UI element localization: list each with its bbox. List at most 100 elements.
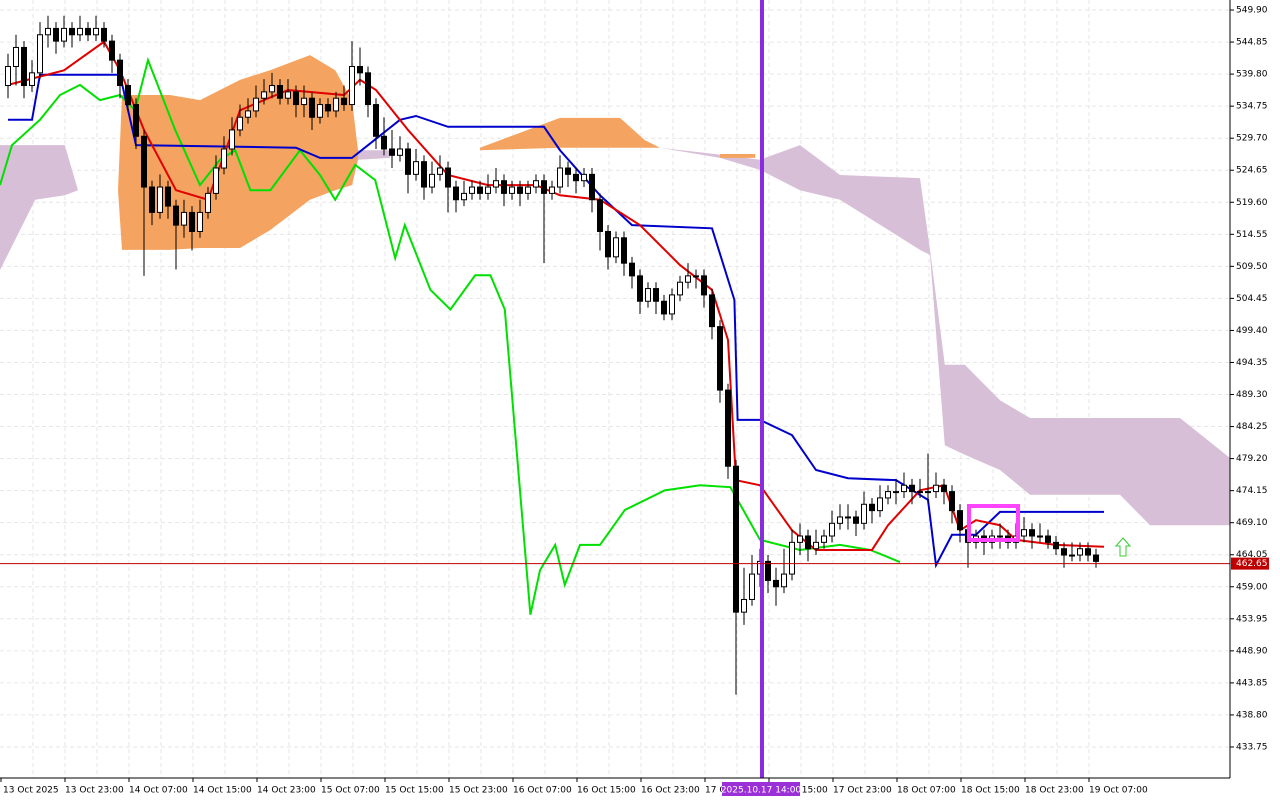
price-label: 462.65 <box>1236 559 1268 569</box>
candle-body <box>685 275 691 283</box>
indicator-line <box>7 40 1105 551</box>
candle-body <box>949 491 955 512</box>
candle-body <box>893 491 899 494</box>
candle-body <box>845 516 851 519</box>
candle-body <box>517 186 523 194</box>
candle-body <box>397 148 403 156</box>
candle-body <box>149 186 155 213</box>
candle-body <box>533 180 539 188</box>
indicator-line <box>0 56 901 615</box>
cursor-label-box <box>722 782 800 796</box>
candle-body <box>789 541 795 575</box>
candle-body <box>237 116 243 131</box>
candle-body <box>781 573 787 588</box>
y-tick-label: 443.85 <box>1236 678 1268 688</box>
candle-body <box>869 503 875 512</box>
x-tick-label: 15 Oct 15:00 <box>385 786 444 796</box>
candle-body <box>581 173 587 182</box>
candle-body <box>29 72 35 87</box>
candle-body <box>445 167 451 188</box>
y-tick-label: 479.20 <box>1236 454 1268 464</box>
up-arrow <box>1114 537 1132 557</box>
candle-body <box>221 148 227 169</box>
y-tick-label: 469.10 <box>1236 518 1268 528</box>
indicator-line <box>8 73 1104 569</box>
candle-body <box>349 65 355 106</box>
x-tick-label: 16 Oct 07:00 <box>513 786 572 796</box>
candle-body <box>301 97 307 106</box>
x-tick-label: 18 Oct 07:00 <box>897 786 956 796</box>
y-tick-label: 544.85 <box>1236 38 1268 48</box>
candle-body <box>389 148 395 156</box>
y-tick-label: 453.95 <box>1236 614 1268 624</box>
candle-body <box>493 180 499 188</box>
candle-body <box>1061 548 1067 556</box>
candle-body <box>1093 554 1099 562</box>
candle-body <box>93 27 99 36</box>
x-tick-label: 15 Oct 23:00 <box>449 786 508 796</box>
candle-body <box>885 491 891 499</box>
x-tick-label: 18 Oct 15:00 <box>961 786 1020 796</box>
axis-labels: 549.90 544.85 539.80 534.75 529.70 524.65 519.… <box>0 6 1268 796</box>
candle-body <box>285 91 291 99</box>
candle-body <box>597 199 603 232</box>
y-tick-label: 499.40 <box>1236 326 1268 336</box>
candle-body <box>613 237 619 258</box>
candle-body <box>165 186 171 207</box>
x-tick-label: 15 Oct 07:00 <box>321 786 380 796</box>
candle-body <box>453 186 459 201</box>
candle-body <box>485 186 491 194</box>
candle-body <box>197 211 203 232</box>
candle-body <box>997 535 1003 538</box>
candle-body <box>469 186 475 194</box>
price-line: 462.65 <box>0 557 1269 570</box>
candle-body <box>437 167 443 175</box>
candle-body <box>405 148 411 175</box>
x-tick-label: 13 Oct 2025 <box>3 786 59 796</box>
candle-body <box>653 288 659 302</box>
candle-body <box>549 186 555 194</box>
candle-body <box>813 541 819 550</box>
candle-body <box>85 27 91 36</box>
y-tick-label: 524.65 <box>1236 166 1268 176</box>
candle-body <box>733 465 739 613</box>
price-label-box <box>1231 557 1269 570</box>
candle-body <box>309 97 315 118</box>
candle-body <box>765 560 771 581</box>
y-tick-label: 534.75 <box>1236 102 1268 112</box>
candle-body <box>605 230 611 258</box>
x-tick-label: 16 Oct 15:00 <box>577 786 636 796</box>
candle-body <box>917 491 923 494</box>
candle-body <box>805 535 811 550</box>
candle-body <box>245 110 251 118</box>
candle-body <box>749 573 755 600</box>
x-tick-label: 14 Oct 15:00 <box>193 786 252 796</box>
candle-body <box>645 288 651 302</box>
candle-body <box>317 104 323 118</box>
candle-body <box>189 211 195 232</box>
candle-body <box>589 173 595 201</box>
candle-body <box>709 294 715 328</box>
candle-body <box>365 72 371 106</box>
candle-body <box>741 598 747 613</box>
candle-body <box>125 85 131 106</box>
candle-body <box>909 484 915 493</box>
candle-body <box>277 85 283 99</box>
x-tick-label: 13 Oct 23:00 <box>65 786 124 796</box>
candle-body <box>957 510 963 531</box>
candle-body <box>157 186 163 213</box>
cloud-area <box>720 154 756 158</box>
candle-body <box>837 516 843 524</box>
y-tick-label: 474.15 <box>1236 486 1268 496</box>
candle-body <box>557 167 563 188</box>
candle-body <box>901 484 907 493</box>
candle-body <box>325 104 331 112</box>
candle-body <box>1085 548 1091 556</box>
candles <box>5 15 1099 695</box>
candle-body <box>173 205 179 226</box>
x-tick-label: 19 Oct 07:00 <box>1089 786 1148 796</box>
cloud-area <box>660 147 760 170</box>
candle-body <box>61 27 67 42</box>
candle-body <box>101 27 107 42</box>
y-tick-label: 549.90 <box>1236 6 1268 16</box>
